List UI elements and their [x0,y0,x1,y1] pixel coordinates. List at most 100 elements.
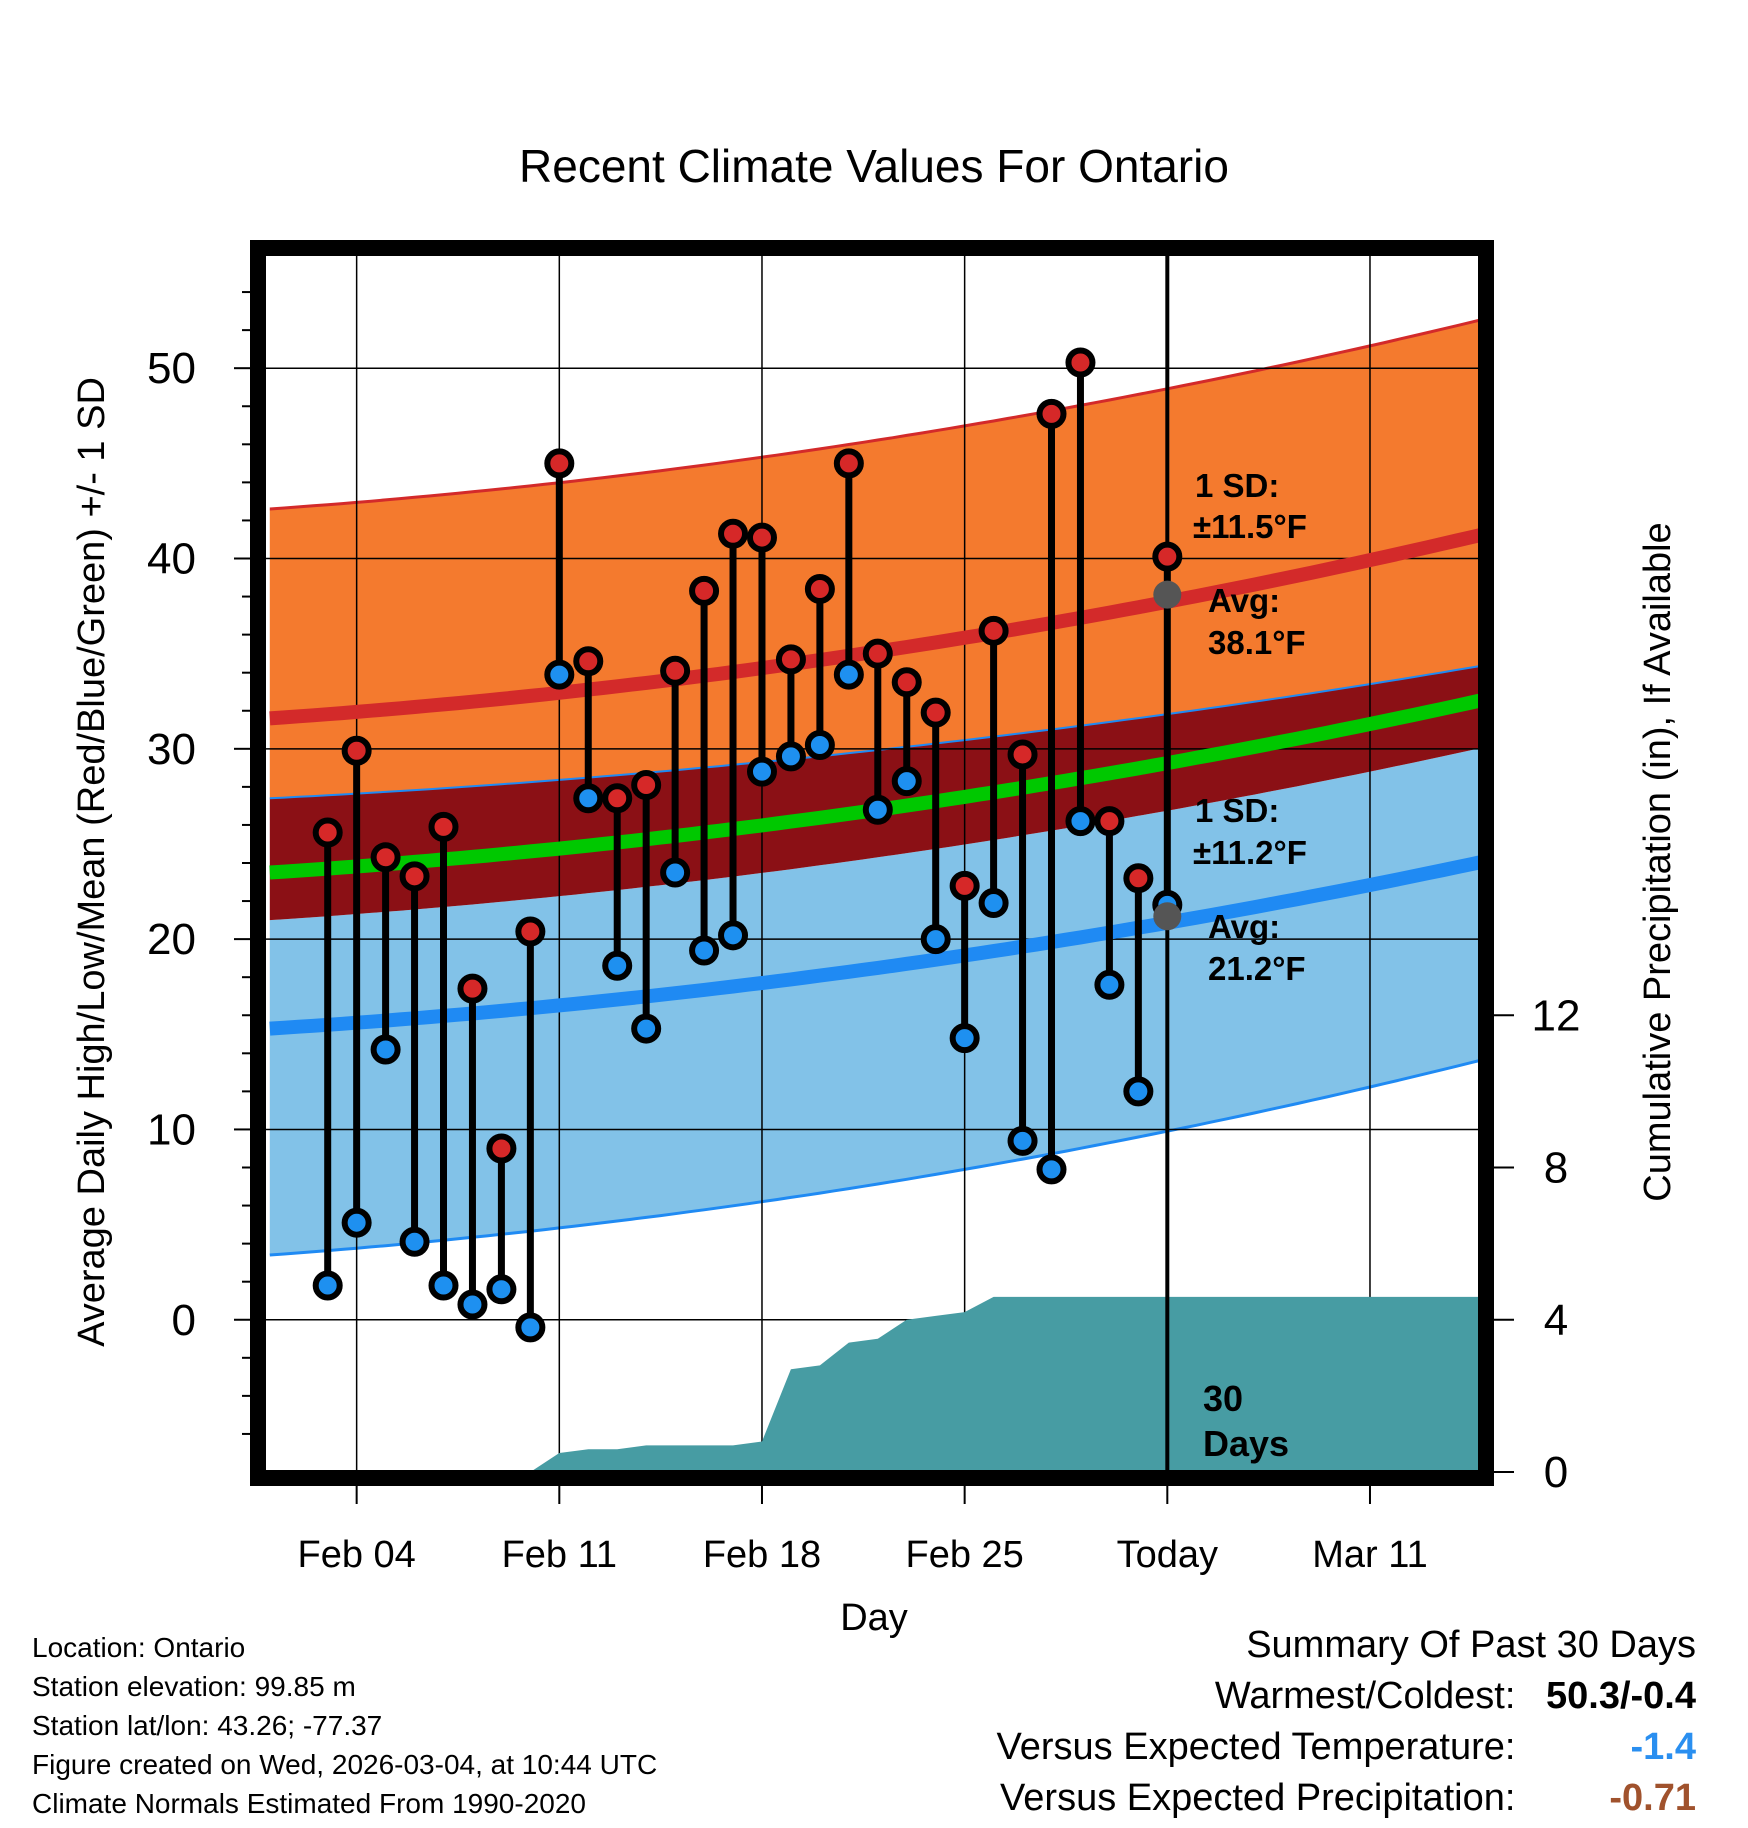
y2-tick-label: 12 [1532,991,1581,1040]
summary-panel: Summary Of Past 30 Days Warmest/Coldest:… [997,1620,1696,1824]
low-marker [978,887,1009,918]
y-axis-ticks: 0 10 20 30 40 50 [147,291,250,1435]
precip-value: -0.71 [1609,1777,1696,1819]
high-marker [457,973,488,1004]
low-marker [891,766,922,797]
x-tick-label: Mar 11 [1312,1534,1427,1576]
plot-area [264,254,1480,1472]
high-marker [573,646,604,677]
low-marker [1123,1076,1154,1107]
high-marker [399,861,430,892]
warmest-label: Warmest/Coldest: [1214,1675,1516,1717]
temp-value: -1.4 [1630,1726,1696,1768]
high-marker [949,870,980,901]
low-avg-value: 21.2°F [1208,950,1306,987]
low-marker [457,1289,488,1320]
low-marker [689,935,720,966]
created-text: Figure created on Wed, 2026-03-04, at 10… [32,1749,658,1780]
high-marker [1007,739,1038,770]
summary-temp-row: Versus Expected Temperature: -1.4 [997,1722,1696,1773]
high-marker [804,573,835,604]
cumulative-precip-area [501,1296,1480,1472]
low-marker [833,659,864,690]
high-marker [1094,806,1125,837]
chart-title: Recent Climate Values For Ontario [519,140,1229,192]
x-axis-ticks: Feb 04 Feb 11 Feb 18 Feb 25 Today Mar 11 [297,1486,1428,1576]
warmest-value: 50.3/-0.4 [1546,1675,1696,1717]
precip-days-label: 30 Days [1203,1378,1289,1464]
high-marker [862,638,893,669]
x-axis-label: Day [840,1597,908,1639]
high-marker [891,667,922,698]
high-marker [920,697,951,728]
high-marker [602,783,633,814]
high-marker [1036,398,1067,429]
today-low-avg-dot [1153,902,1182,931]
x-tick-label: Feb 11 [502,1534,617,1576]
high-marker [833,448,864,479]
high-marker [775,644,806,675]
high-marker [341,735,372,766]
precip-days-number: 30 [1203,1378,1243,1419]
low-marker [573,783,604,814]
daily-markers [312,347,1183,1343]
low-marker [312,1270,343,1301]
x-tick-label: Feb 04 [297,1534,415,1576]
summary-warmest-row: Warmest/Coldest: 50.3/-0.4 [997,1671,1696,1722]
high-marker [544,448,575,479]
today-average-dots [1153,580,1182,931]
daily-range-stems [324,362,1171,1328]
y2-tick-label: 8 [1544,1144,1568,1193]
low-marker [949,1023,980,1054]
high-marker [978,615,1009,646]
high-marker [486,1133,517,1164]
x-tick-label: Feb 18 [703,1534,821,1576]
low-marker [718,920,749,951]
low-marker [515,1312,546,1343]
high-avg-label: Avg: [1208,582,1280,619]
y2-axis-ticks: 0 4 8 12 [1494,991,1580,1497]
elevation-text: Station elevation: 99.85 m [32,1671,356,1702]
low-marker [631,1013,662,1044]
low-marker [804,730,835,761]
x-tick-label: Today [1117,1534,1218,1576]
low-marker [341,1207,372,1238]
y-tick-label: 10 [147,1105,196,1154]
high-marker [631,769,662,800]
low-marker [746,756,777,787]
high-avg-value: 38.1°F [1208,624,1306,661]
high-sd-label: 1 SD: [1195,467,1279,504]
low-marker [862,794,893,825]
y-tick-label: 30 [147,725,196,774]
high-sd-value: ±11.5°F [1193,508,1307,545]
low-marker [399,1226,430,1257]
high-marker [1123,863,1154,894]
low-marker [486,1274,517,1305]
high-marker [1065,347,1096,378]
y-axis-label: Average Daily High/Low/Mean (Red/Blue/Gr… [71,377,113,1347]
low-annotation: 1 SD: ±11.2°F Avg: 21.2°F [1193,792,1307,987]
precipitation-area [501,1296,1480,1472]
low-marker [544,659,575,690]
low-marker [370,1034,401,1065]
precip-label: Versus Expected Precipitation: [1000,1777,1516,1819]
y2-tick-label: 4 [1544,1296,1568,1345]
low-avg-label: Avg: [1208,908,1280,945]
low-marker [660,857,691,888]
high-marker [660,655,691,686]
plot-frame [250,240,1494,1486]
high-annotation: 1 SD: ±11.5°F Avg: 38.1°F [1193,467,1307,661]
latlon-text: Station lat/lon: 43.26; -77.37 [32,1710,383,1741]
y-tick-label: 20 [147,915,196,964]
high-marker [428,811,459,842]
low-sd-value: ±11.2°F [1193,834,1307,871]
high-upper-edge [269,318,1480,511]
low-marker [1065,806,1096,837]
low-marker [1007,1125,1038,1156]
high-marker [515,916,546,947]
low-marker [602,950,633,981]
normals-text: Climate Normals Estimated From 1990-2020 [32,1788,586,1819]
today-high-avg-dot [1153,580,1182,609]
low-sd-label: 1 SD: [1195,792,1279,829]
